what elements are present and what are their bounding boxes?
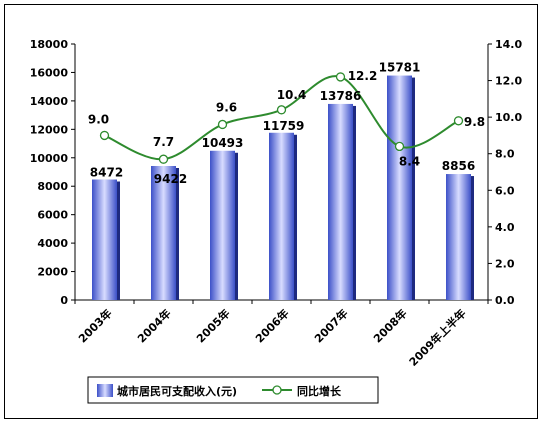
left-axis-tick-label: 6000 <box>37 209 68 222</box>
line-value-label: 9.0 <box>88 112 109 126</box>
bar-value-label: 10493 <box>202 136 244 150</box>
bar-value-label: 8856 <box>442 159 475 173</box>
left-axis-tick-label: 4000 <box>37 237 68 250</box>
growth-point <box>276 105 287 115</box>
right-axis-tick-label: 6.0 <box>495 184 515 197</box>
left-axis-tick-label: 12000 <box>30 123 69 136</box>
legend-box <box>87 376 379 404</box>
right-axis-tick-label: 10.0 <box>495 111 522 124</box>
growth-point <box>335 72 346 82</box>
bar-shadow <box>412 77 415 300</box>
line-value-label: 7.7 <box>153 135 174 149</box>
bar-value-label: 15781 <box>379 61 421 75</box>
left-axis-tick-label: 10000 <box>30 152 69 165</box>
growth-point <box>158 154 169 164</box>
growth-point <box>217 119 228 130</box>
bar <box>387 75 412 300</box>
bar <box>328 103 353 301</box>
line-value-label: 12.2 <box>348 69 378 83</box>
left-axis-tick-label: 2000 <box>37 266 68 279</box>
bar <box>151 165 176 300</box>
legend-bar-swatch <box>97 384 113 397</box>
growth-point <box>99 130 110 141</box>
growth-point <box>394 141 405 152</box>
left-axis-tick-label: 16000 <box>30 66 69 79</box>
bar-shadow <box>294 134 297 300</box>
right-axis-tick-label: 8.0 <box>495 148 515 161</box>
line-value-label: 10.4 <box>277 88 307 102</box>
line-value-label: 9.8 <box>464 115 485 129</box>
growth-point <box>453 116 464 126</box>
bar-shadow <box>353 105 356 301</box>
bar-shadow <box>471 176 474 300</box>
bar <box>210 150 235 300</box>
bar-value-label: 9422 <box>154 172 187 186</box>
bar-shadow <box>235 152 238 300</box>
legend-bar-label: 城市居民可支配收入(元) <box>117 384 237 398</box>
left-axis-tick-label: 18000 <box>30 38 69 51</box>
right-axis-tick-label: 2.0 <box>495 257 515 270</box>
left-axis-tick-label: 14000 <box>30 95 69 108</box>
bar-shadow <box>176 167 179 300</box>
right-axis-tick-label: 12.0 <box>495 75 522 88</box>
bar <box>269 132 294 300</box>
bar-value-label: 11759 <box>263 119 305 133</box>
legend-line-label: 同比增长 <box>297 384 342 398</box>
right-axis-tick-label: 0.0 <box>495 294 515 307</box>
line-value-label: 9.6 <box>216 100 237 114</box>
bar <box>446 174 471 300</box>
bar-value-label: 8472 <box>90 166 123 180</box>
left-axis-tick-label: 8000 <box>37 180 68 193</box>
bar <box>92 179 117 300</box>
bar-shadow <box>117 181 120 300</box>
right-axis-tick-label: 4.0 <box>495 221 515 234</box>
right-axis-tick-label: 14.0 <box>495 38 522 51</box>
left-axis-tick-label: 0 <box>60 294 68 307</box>
legend-line-marker <box>272 385 282 395</box>
bar-value-label: 13786 <box>320 89 362 103</box>
line-value-label: 8.4 <box>399 154 420 168</box>
